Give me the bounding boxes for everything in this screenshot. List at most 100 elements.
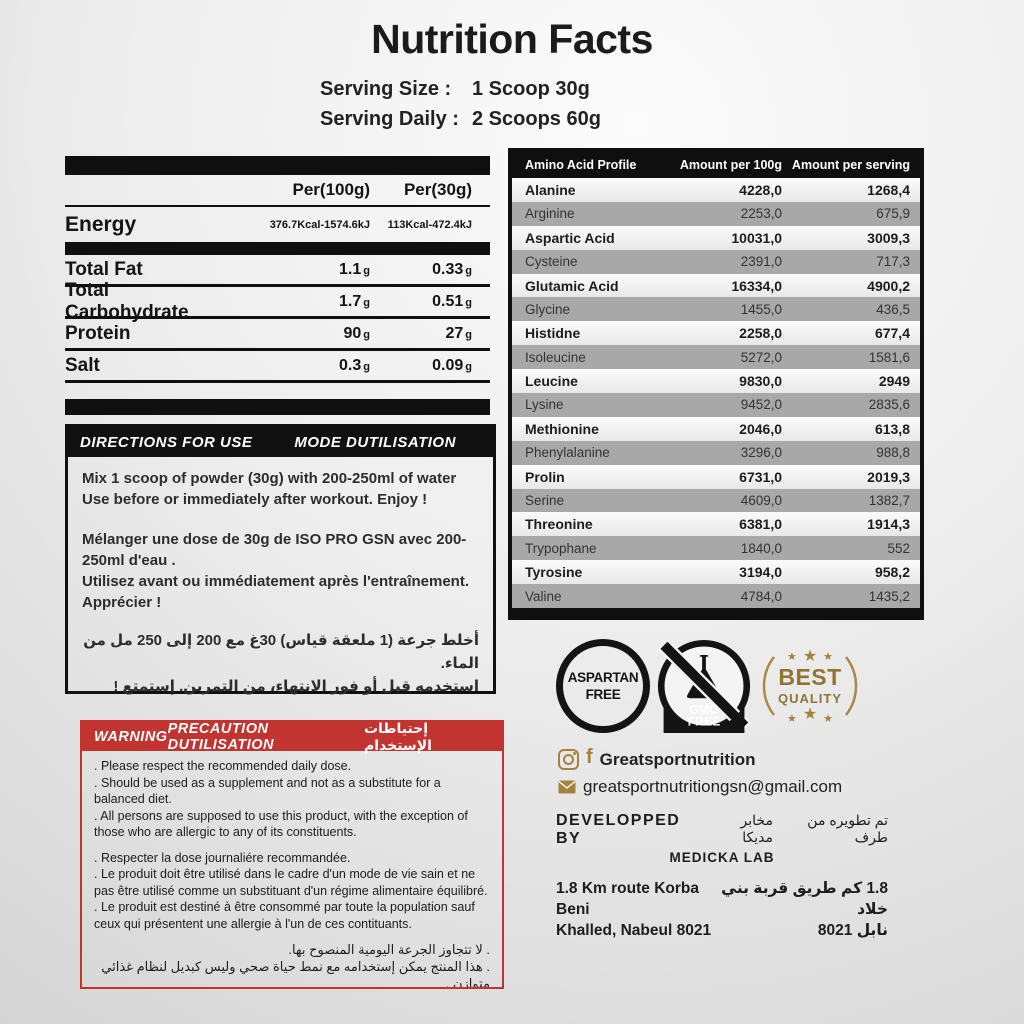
warning-item: . Respecter la dose journaliére recomman… xyxy=(94,850,351,865)
table-row: Arginine 2253,0 675,9 xyxy=(512,201,920,226)
value: 90 xyxy=(343,324,362,342)
serving-size-label: Serving Size : xyxy=(320,78,452,100)
warning-item: . Should be used as a supplement and not… xyxy=(94,775,441,807)
nutrient-per30: 0.51 g xyxy=(370,293,472,311)
prohibition-slash xyxy=(657,638,752,733)
table-row: Tyrosine 3194,0 958,2 xyxy=(512,560,920,585)
amino-name: Cysteine xyxy=(525,254,578,270)
directions-header-fr: MODE DUTILISATION xyxy=(294,433,456,451)
serving-info: Serving Size : 1 Scoop 30g Serving Daily … xyxy=(320,74,601,134)
address-en: 1.8 Km route Korba Beni Khalled, Nabeul … xyxy=(556,878,713,941)
amino-per100: 9830,0 xyxy=(739,373,782,390)
amino-per100: 4228,0 xyxy=(739,181,782,198)
nutrient-label: Total Fat xyxy=(65,258,143,280)
unit: g xyxy=(363,264,370,277)
amino-per-serving: 1914,3 xyxy=(867,516,910,533)
amino-per100: 2391,0 xyxy=(740,254,782,270)
nutrient-per100: 1.7 g xyxy=(220,293,370,311)
amino-per-serving: 2949 xyxy=(878,373,910,390)
directions-en-line: Use before or immediately after workout.… xyxy=(82,491,428,508)
warning-fr-list: . Respecter la dose journaliére recomman… xyxy=(94,850,490,933)
instagram-icon xyxy=(558,749,579,770)
address-en-line: 1.8 Km route Korba Beni xyxy=(556,880,699,918)
table-row: Cysteine 2391,0 717,3 xyxy=(512,249,920,274)
unit: g xyxy=(465,296,472,309)
amino-name: Glutamic Acid xyxy=(525,277,619,294)
warning-header-fr: PRECAUTION DUTILISATION xyxy=(167,720,275,753)
social-handle-row: f Greatsportnutrition xyxy=(558,746,842,773)
amino-table-header: Amino Acid Profile Amount per 100g Amoun… xyxy=(512,152,920,178)
warning-en-list: . Please respect the recommended daily d… xyxy=(94,758,490,841)
amino-name: Alanine xyxy=(525,181,576,198)
warning-ar-list: . لا تتجاوز الجرعة اليومية المنصوح بها..… xyxy=(94,941,490,989)
gmo-label: GMO xyxy=(689,702,718,716)
social-contact: f Greatsportnutrition greatsportnutritio… xyxy=(558,746,842,800)
amino-table-body: Alanine 4228,0 1268,4 Arginine 2253,0 67… xyxy=(512,178,920,609)
value: 1.7 xyxy=(339,292,362,310)
amino-per-serving: 1581,6 xyxy=(868,349,910,365)
warning-item: . Le produit doit être utilisé dans le c… xyxy=(94,867,488,898)
nutrient-per100: 90 g xyxy=(220,325,370,343)
table-row: Threonine 6381,0 1914,3 xyxy=(512,512,920,537)
table-row: Salt 0.3 g 0.09 g xyxy=(65,351,490,383)
nutrient-per100: 0.3 g xyxy=(220,357,370,375)
serving-daily-line: Serving Daily : 2 Scoops 60g xyxy=(320,104,601,134)
address-ar-line: 1.8 كم طريق قربة بني خلاد xyxy=(721,880,888,918)
developed-by-row: DEVELOPPED BY مخابر مديكا تم تطويره من ط… xyxy=(556,812,888,848)
directions-header-en: DIRECTIONS FOR USE xyxy=(80,433,253,451)
amino-per-serving: 677,4 xyxy=(874,325,910,342)
amino-header-profile: Amino Acid Profile xyxy=(525,158,637,172)
directions-box: DIRECTIONS FOR USE MODE DUTILISATION Mix… xyxy=(65,424,496,695)
amino-per100: 4784,0 xyxy=(740,588,782,604)
star-icon: ★ xyxy=(823,651,834,663)
amino-name: Aspartic Acid xyxy=(525,229,615,246)
table-row: Valine 4784,0 1435,2 xyxy=(512,584,920,609)
warning-item: . All persons are supposed to use this p… xyxy=(94,808,468,840)
col-per30g: Per(30g) xyxy=(403,180,472,199)
nutrient-label: Protein xyxy=(65,322,131,344)
table-row: Aspartic Acid 10031,0 3009,3 xyxy=(512,225,920,250)
amino-per-serving: 2835,6 xyxy=(868,397,910,413)
table-row: Alanine 4228,0 1268,4 xyxy=(512,178,920,202)
amino-per100: 3296,0 xyxy=(740,445,782,461)
serving-daily-value: 2 Scoops 60g xyxy=(472,108,601,130)
energy-row: Energy 376.7Kcal-1574.6kJ 113Kcal-472.4k… xyxy=(65,207,490,242)
energy-per30: 113Kcal-472.4kJ xyxy=(387,218,472,231)
amino-per-serving: 1268,4 xyxy=(867,181,910,198)
unit: g xyxy=(363,360,370,373)
serving-daily-label: Serving Daily : xyxy=(320,108,459,130)
table-row: Lysine 9452,0 2835,6 xyxy=(512,393,920,417)
table-row: Methionine 2046,0 613,8 xyxy=(512,416,920,441)
amino-name: Glycine xyxy=(525,301,571,317)
amino-per100: 10031,0 xyxy=(731,229,782,246)
amino-per-serving: 675,9 xyxy=(876,206,910,222)
amino-per-serving: 613,8 xyxy=(874,420,910,437)
warning-body: . Please respect the recommended daily d… xyxy=(82,751,502,989)
email-row: greatsportnutritiongsn@gmail.com xyxy=(558,773,842,800)
table-row: Histidne 2258,0 677,4 xyxy=(512,321,920,346)
developed-by-label-ar: تم تطويره من طرف xyxy=(807,812,888,845)
warning-item: . Le produit est destiné à être consommé… xyxy=(94,900,475,931)
amino-per-serving: 958,2 xyxy=(874,564,910,581)
warning-item: . Please respect the recommended daily d… xyxy=(94,759,352,773)
gmo-free-label: FREE xyxy=(688,714,721,728)
amino-per-serving: 2019,3 xyxy=(867,468,910,485)
directions-ar: أخلط جرعة (1 ملعقة قياس) 30غ مع 200 إلى … xyxy=(82,629,479,698)
amino-per-serving: 717,3 xyxy=(876,254,910,270)
nutrient-per100: 1.1 g xyxy=(220,261,370,279)
amino-per100: 1455,0 xyxy=(740,301,782,317)
table-row: Serine 4609,0 1382,7 xyxy=(512,488,920,513)
divider-bar xyxy=(65,156,490,175)
amino-per100: 16334,0 xyxy=(731,277,782,294)
developer-info: DEVELOPPED BY مخابر مديكا تم تطويره من ط… xyxy=(556,812,888,941)
aspartan-free-badge: ASPARTAN FREE xyxy=(556,639,650,733)
directions-header: DIRECTIONS FOR USE MODE DUTILISATION xyxy=(68,427,493,457)
value: 1.1 xyxy=(339,260,362,278)
unit: g xyxy=(363,328,370,341)
social-handle: Greatsportnutrition xyxy=(599,749,756,769)
warning-item: . هذا المنتج يمكن إستخدامه مع نمط حياة ص… xyxy=(101,959,490,989)
divider-bar xyxy=(65,242,490,255)
directions-fr-line: Apprécier ! xyxy=(82,594,162,611)
col-per100g: Per(100g) xyxy=(292,180,370,199)
